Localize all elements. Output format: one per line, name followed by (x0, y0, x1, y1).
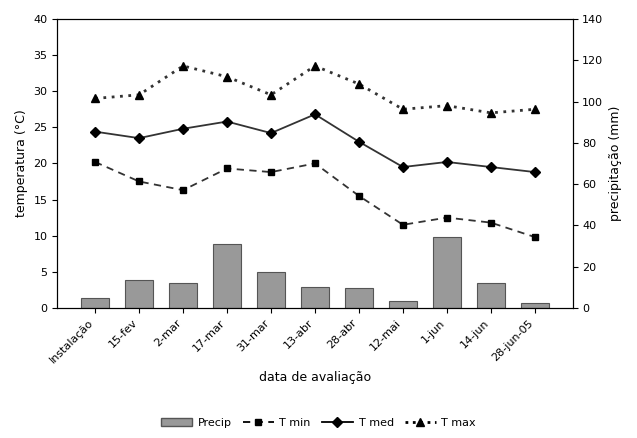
Y-axis label: temperatura (°C): temperatura (°C) (15, 110, 28, 217)
X-axis label: data de avaliação: data de avaliação (259, 371, 371, 384)
Legend: Precip, T min, T med, T max: Precip, T min, T med, T max (157, 413, 480, 432)
Bar (433, 237, 461, 308)
Bar (213, 244, 241, 308)
Bar (125, 280, 154, 308)
Bar (257, 272, 285, 308)
Bar (389, 301, 417, 308)
Y-axis label: precipitação (mm): precipitação (mm) (609, 106, 622, 221)
Bar (520, 303, 549, 308)
Bar (169, 283, 197, 308)
Bar (345, 288, 373, 308)
Bar (476, 283, 505, 308)
Bar (81, 298, 110, 308)
Bar (301, 287, 329, 308)
